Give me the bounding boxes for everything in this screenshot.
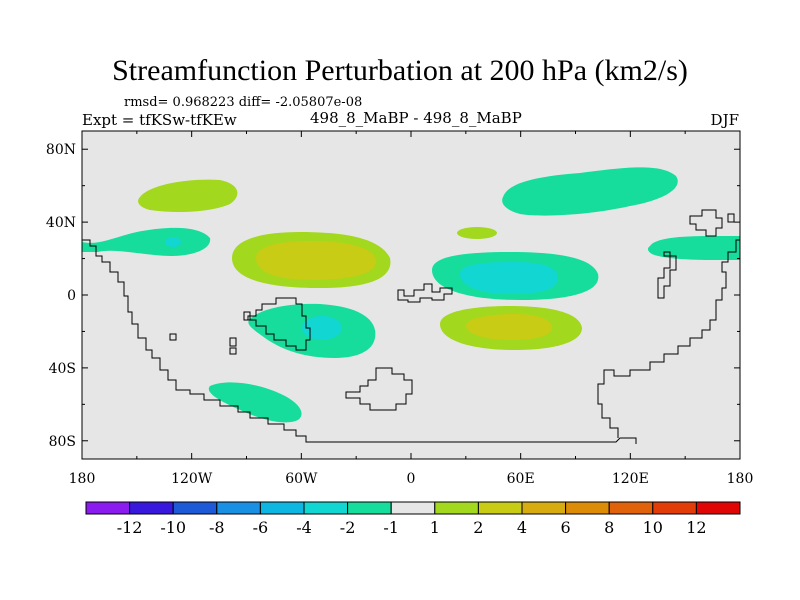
colorbar-box-8 xyxy=(434,501,479,515)
x-tick-label-6: 180 xyxy=(727,471,754,487)
colorbar-label-10: 6 xyxy=(561,518,571,537)
colorbar-label-3: -6 xyxy=(253,518,269,537)
colorbar-box-3 xyxy=(216,501,261,515)
chart-title: Streamfunction Perturbation at 200 hPa (… xyxy=(112,54,688,87)
contour-fills xyxy=(82,167,740,423)
colorbar-label-12: 10 xyxy=(643,518,663,537)
colorbar-box-7 xyxy=(390,501,436,515)
colorbar-label-9: 4 xyxy=(517,518,527,537)
coastline-north-america xyxy=(82,239,637,444)
coastline-central-islands xyxy=(169,311,251,355)
colorbar-label-4: -4 xyxy=(296,518,312,537)
colorbar-box-5 xyxy=(303,501,349,515)
y-tick-label-2: 0 xyxy=(67,288,76,304)
y-tick-label-3: 40S xyxy=(49,361,76,377)
coastline-africa xyxy=(397,283,453,303)
colorbar-box-12 xyxy=(608,501,654,515)
colorbar-box-2 xyxy=(172,501,218,515)
colorbar-box-4 xyxy=(259,501,305,515)
x-tick-label-4: 60E xyxy=(507,471,535,487)
colorbar-box-13 xyxy=(652,501,697,515)
coastlines xyxy=(82,209,740,444)
x-tick-label-5: 120E xyxy=(612,471,649,487)
feature-east-pacific-negative-core xyxy=(165,237,181,247)
colorbar-label-8: 2 xyxy=(473,518,483,537)
coastline-indonesia xyxy=(657,251,677,299)
colorbar: -12 -10 -8 -6 -4 -2 -1 1 2 4 6 8 10 12 xyxy=(85,501,741,537)
colorbar-box-9 xyxy=(477,501,523,515)
colorbar-box-10 xyxy=(521,501,567,515)
colorbar-box-11 xyxy=(565,501,610,515)
colorbar-box-14 xyxy=(695,501,741,515)
feature-mediterranean-positive xyxy=(457,227,497,239)
y-tick-label-4: 80S xyxy=(49,434,76,450)
coastline-south-america xyxy=(247,297,311,351)
colorbar-label-6: -1 xyxy=(383,518,399,537)
feature-south-america-negative-core xyxy=(302,316,342,340)
feature-north-pacific-positive xyxy=(138,179,238,212)
season-label: DJF xyxy=(710,111,739,129)
feature-west-pacific-negative xyxy=(647,236,740,260)
colorbar-box-0 xyxy=(85,501,131,515)
y-tick-label-0: 80N xyxy=(46,142,76,158)
axes: 180 120W 60W 0 60E 120E 180 80N 40N 0 40S 80S xyxy=(46,131,753,487)
colorbar-box-6 xyxy=(347,501,392,515)
x-tick-label-3: 0 xyxy=(407,471,416,487)
colorbar-label-1: -10 xyxy=(160,518,186,537)
colorbar-label-7: 1 xyxy=(430,518,440,537)
feature-north-asia-negative xyxy=(502,167,678,216)
feature-southern-ocean-negative xyxy=(208,382,302,423)
feature-east-pacific-negative xyxy=(82,227,211,256)
x-tick-label-2: 60W xyxy=(285,471,318,487)
colorbar-box-1 xyxy=(129,501,174,515)
coastline-antarctic-peninsula xyxy=(345,367,413,411)
y-tick-label-1: 40N xyxy=(46,215,76,231)
x-tick-label-0: 180 xyxy=(69,471,96,487)
colorbar-label-5: -2 xyxy=(340,518,356,537)
colorbar-label-0: -12 xyxy=(117,518,143,537)
colorbar-label-11: 8 xyxy=(604,518,614,537)
feature-north-atlantic-positive-core xyxy=(256,241,377,280)
stats-text: rmsd= 0.968223 diff= -2.05807e-08 xyxy=(124,95,363,110)
colorbar-label-13: 12 xyxy=(686,518,706,537)
experiment-label: Expt = tfKSw-tfKEw xyxy=(82,111,237,129)
case-label: 498_8_MaBP - 498_8_MaBP xyxy=(310,109,522,127)
colorbar-label-2: -8 xyxy=(209,518,225,537)
feature-indian-ocean-positive-core xyxy=(466,314,552,340)
x-tick-label-1: 120W xyxy=(171,471,213,487)
feature-arabian-sea-negative-core xyxy=(460,262,558,294)
